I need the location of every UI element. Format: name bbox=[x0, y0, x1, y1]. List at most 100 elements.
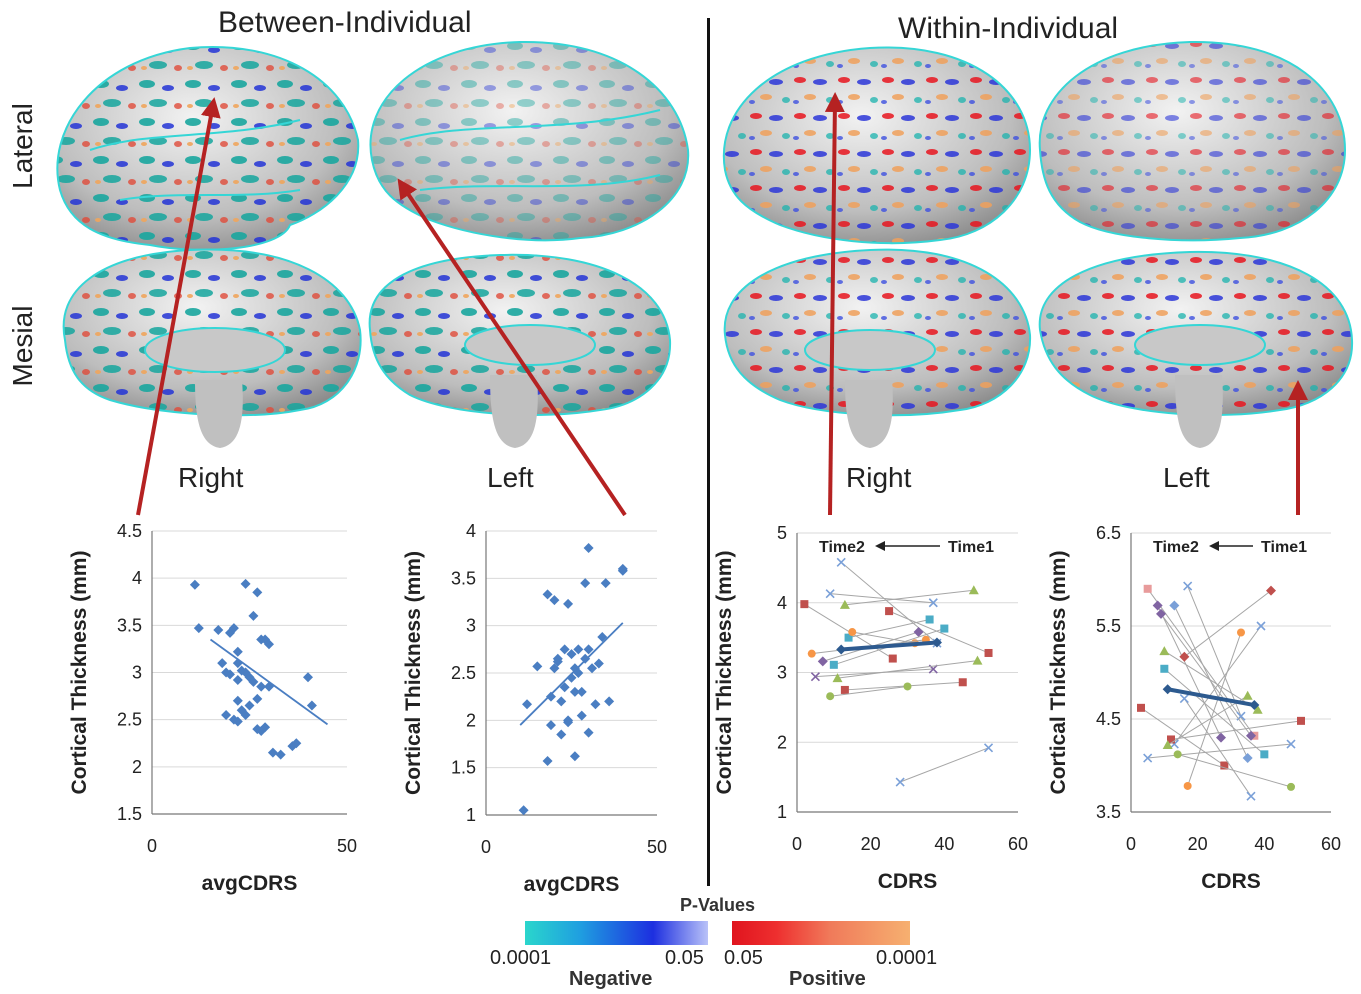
time2-point bbox=[1159, 646, 1170, 656]
y-tick-label: 5 bbox=[777, 523, 787, 543]
time2-point bbox=[840, 685, 849, 694]
mean-line bbox=[1167, 687, 1255, 708]
subject-line bbox=[815, 668, 934, 678]
time1-point bbox=[958, 678, 967, 687]
y-tick-label: 3.5 bbox=[1096, 802, 1121, 822]
mean-point bbox=[836, 644, 847, 655]
time1-point bbox=[983, 743, 994, 753]
time1-point bbox=[1242, 753, 1253, 764]
data-point bbox=[617, 563, 628, 574]
time1-point bbox=[968, 585, 979, 595]
time1-point bbox=[1216, 732, 1226, 743]
data-point bbox=[549, 595, 560, 606]
time2-point bbox=[1143, 584, 1152, 593]
subject-line bbox=[830, 685, 908, 697]
subject-line bbox=[1160, 613, 1252, 737]
brain-between-right-mesial bbox=[62, 248, 362, 448]
time2-point bbox=[844, 633, 853, 642]
data-point bbox=[545, 691, 556, 702]
data-point bbox=[549, 663, 560, 674]
time2-point bbox=[825, 589, 835, 599]
data-point bbox=[213, 625, 224, 636]
data-point bbox=[587, 663, 598, 674]
data-point bbox=[569, 663, 580, 674]
subject-line bbox=[1183, 698, 1252, 797]
data-point bbox=[275, 749, 286, 760]
x-tick-label: 60 bbox=[1321, 834, 1341, 854]
y-tick-label: 3.5 bbox=[451, 568, 476, 588]
data-point bbox=[217, 658, 228, 669]
data-point bbox=[252, 587, 263, 598]
y-tick-label: 1.5 bbox=[451, 758, 476, 778]
data-point bbox=[232, 716, 243, 727]
time2-point bbox=[848, 628, 857, 637]
subject-line bbox=[1187, 585, 1242, 717]
subject-line bbox=[837, 660, 978, 679]
time2-point bbox=[1173, 750, 1182, 759]
data-point bbox=[552, 656, 563, 667]
data-point bbox=[545, 720, 556, 731]
time1-label: Time1 bbox=[948, 539, 994, 556]
arrow-within-right bbox=[824, 92, 845, 516]
data-point bbox=[232, 695, 243, 706]
x-tick-label: 20 bbox=[1188, 834, 1208, 854]
data-point bbox=[225, 669, 235, 680]
x-tick-label: 0 bbox=[792, 834, 802, 854]
time2-point bbox=[1143, 753, 1153, 763]
data-point bbox=[563, 598, 574, 609]
time1-point bbox=[1260, 750, 1269, 759]
subject-line bbox=[830, 593, 934, 604]
time1-point bbox=[928, 598, 938, 608]
y-tick-label: 2 bbox=[132, 757, 142, 777]
x-tick-label: 50 bbox=[337, 836, 357, 856]
mean-point bbox=[931, 637, 942, 648]
y-tick-label: 6.5 bbox=[1096, 523, 1121, 543]
data-point bbox=[559, 682, 570, 693]
time2-point bbox=[839, 599, 850, 609]
data-point bbox=[583, 644, 594, 655]
time1-point bbox=[913, 627, 924, 638]
negative-colorbar bbox=[525, 921, 708, 945]
data-point bbox=[248, 676, 259, 687]
mean-point bbox=[1249, 700, 1260, 711]
panel-divider bbox=[707, 18, 710, 886]
time2-point bbox=[1256, 621, 1266, 631]
chart-within-right: 1 2 3 4 5 0 20 40 60 CDRS Cortical Thickness (mm) T… bbox=[713, 523, 1028, 893]
subject-line bbox=[1164, 668, 1265, 755]
brain-surface-maps bbox=[56, 40, 1354, 448]
time1-point bbox=[1179, 651, 1190, 662]
data-point bbox=[600, 578, 611, 589]
y-axis-title: Cortical Thickness (mm) bbox=[402, 551, 425, 795]
time1-point bbox=[1297, 716, 1305, 725]
positive-colorbar bbox=[732, 921, 910, 945]
subject-line bbox=[1177, 753, 1292, 788]
data-point bbox=[240, 709, 251, 720]
subject-line bbox=[888, 610, 989, 654]
data-point bbox=[291, 738, 302, 749]
arrow-between-right bbox=[136, 97, 221, 516]
time-arrow-head bbox=[875, 541, 885, 551]
subject-line bbox=[1147, 588, 1255, 737]
time2-point bbox=[1169, 600, 1180, 611]
data-point bbox=[193, 623, 204, 634]
y-tick-label: 3 bbox=[777, 663, 787, 683]
data-point bbox=[580, 653, 591, 664]
y-tick-label: 1.5 bbox=[117, 804, 142, 824]
trendline bbox=[209, 638, 329, 726]
time2-point bbox=[1237, 628, 1245, 637]
time2-label: Time2 bbox=[1153, 539, 1199, 556]
y-tick-label: 4.5 bbox=[1096, 709, 1121, 729]
data-point bbox=[189, 579, 200, 590]
y-tick-label: 3 bbox=[466, 616, 476, 636]
x-tick-label: 40 bbox=[934, 834, 954, 854]
data-point bbox=[556, 729, 567, 740]
data-point bbox=[232, 675, 243, 686]
chart-between-left: 1 1.5 2 2.5 3 3.5 4 0 50 avgCDRS Cortical Thicknes… bbox=[402, 521, 667, 896]
data-point bbox=[542, 589, 553, 600]
time1-point bbox=[972, 655, 983, 665]
subject-line bbox=[1164, 650, 1258, 711]
x-tick-label: 20 bbox=[861, 834, 881, 854]
data-point bbox=[303, 672, 313, 683]
legend-neg-right: 0.05 bbox=[665, 947, 704, 969]
